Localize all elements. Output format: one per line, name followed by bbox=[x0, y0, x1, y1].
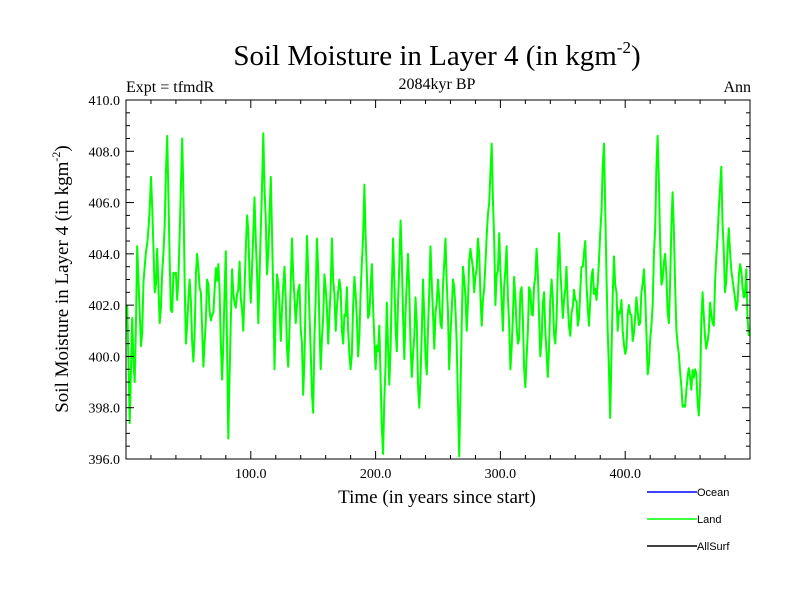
series-line-land bbox=[126, 132, 750, 458]
legend-label-ocean: Ocean bbox=[697, 487, 729, 499]
season-label: Ann bbox=[723, 79, 751, 96]
y-tick-label: 398.0 bbox=[89, 402, 121, 417]
axis-ticks bbox=[126, 99, 750, 460]
x-tick-label: 300.0 bbox=[485, 467, 517, 482]
y-tick-label: 406.0 bbox=[89, 197, 121, 212]
axis-tick-labels: 396.0 398.0 400.0 402.0 404.0 406.0 408.0 410.0… bbox=[89, 94, 641, 482]
x-tick-label: 200.0 bbox=[360, 467, 392, 482]
y-tick-label: 404.0 bbox=[89, 248, 121, 263]
chart-subtitle: 2084kyr BP bbox=[399, 76, 476, 93]
x-tick-label: 100.0 bbox=[235, 467, 267, 482]
x-axis-label: Time (in years since start) bbox=[338, 487, 536, 508]
y-tick-label: 396.0 bbox=[89, 453, 121, 468]
legend: Ocean Land AllSurf bbox=[647, 487, 730, 553]
legend-label-allsurf: AllSurf bbox=[697, 541, 730, 553]
experiment-label: Expt = tfmdR bbox=[126, 79, 214, 96]
y-tick-label: 410.0 bbox=[89, 94, 121, 109]
y-tick-label: 400.0 bbox=[89, 350, 121, 365]
chart-title: Soil Moisture in Layer 4 (in kgm-2) bbox=[233, 38, 640, 72]
y-tick-label: 402.0 bbox=[89, 299, 121, 314]
y-axis-label: Soil Moisture in Layer 4 (in kgm-2) bbox=[49, 145, 73, 413]
legend-label-land: Land bbox=[697, 514, 721, 526]
y-tick-label: 408.0 bbox=[89, 145, 121, 160]
x-tick-label: 400.0 bbox=[609, 467, 641, 482]
